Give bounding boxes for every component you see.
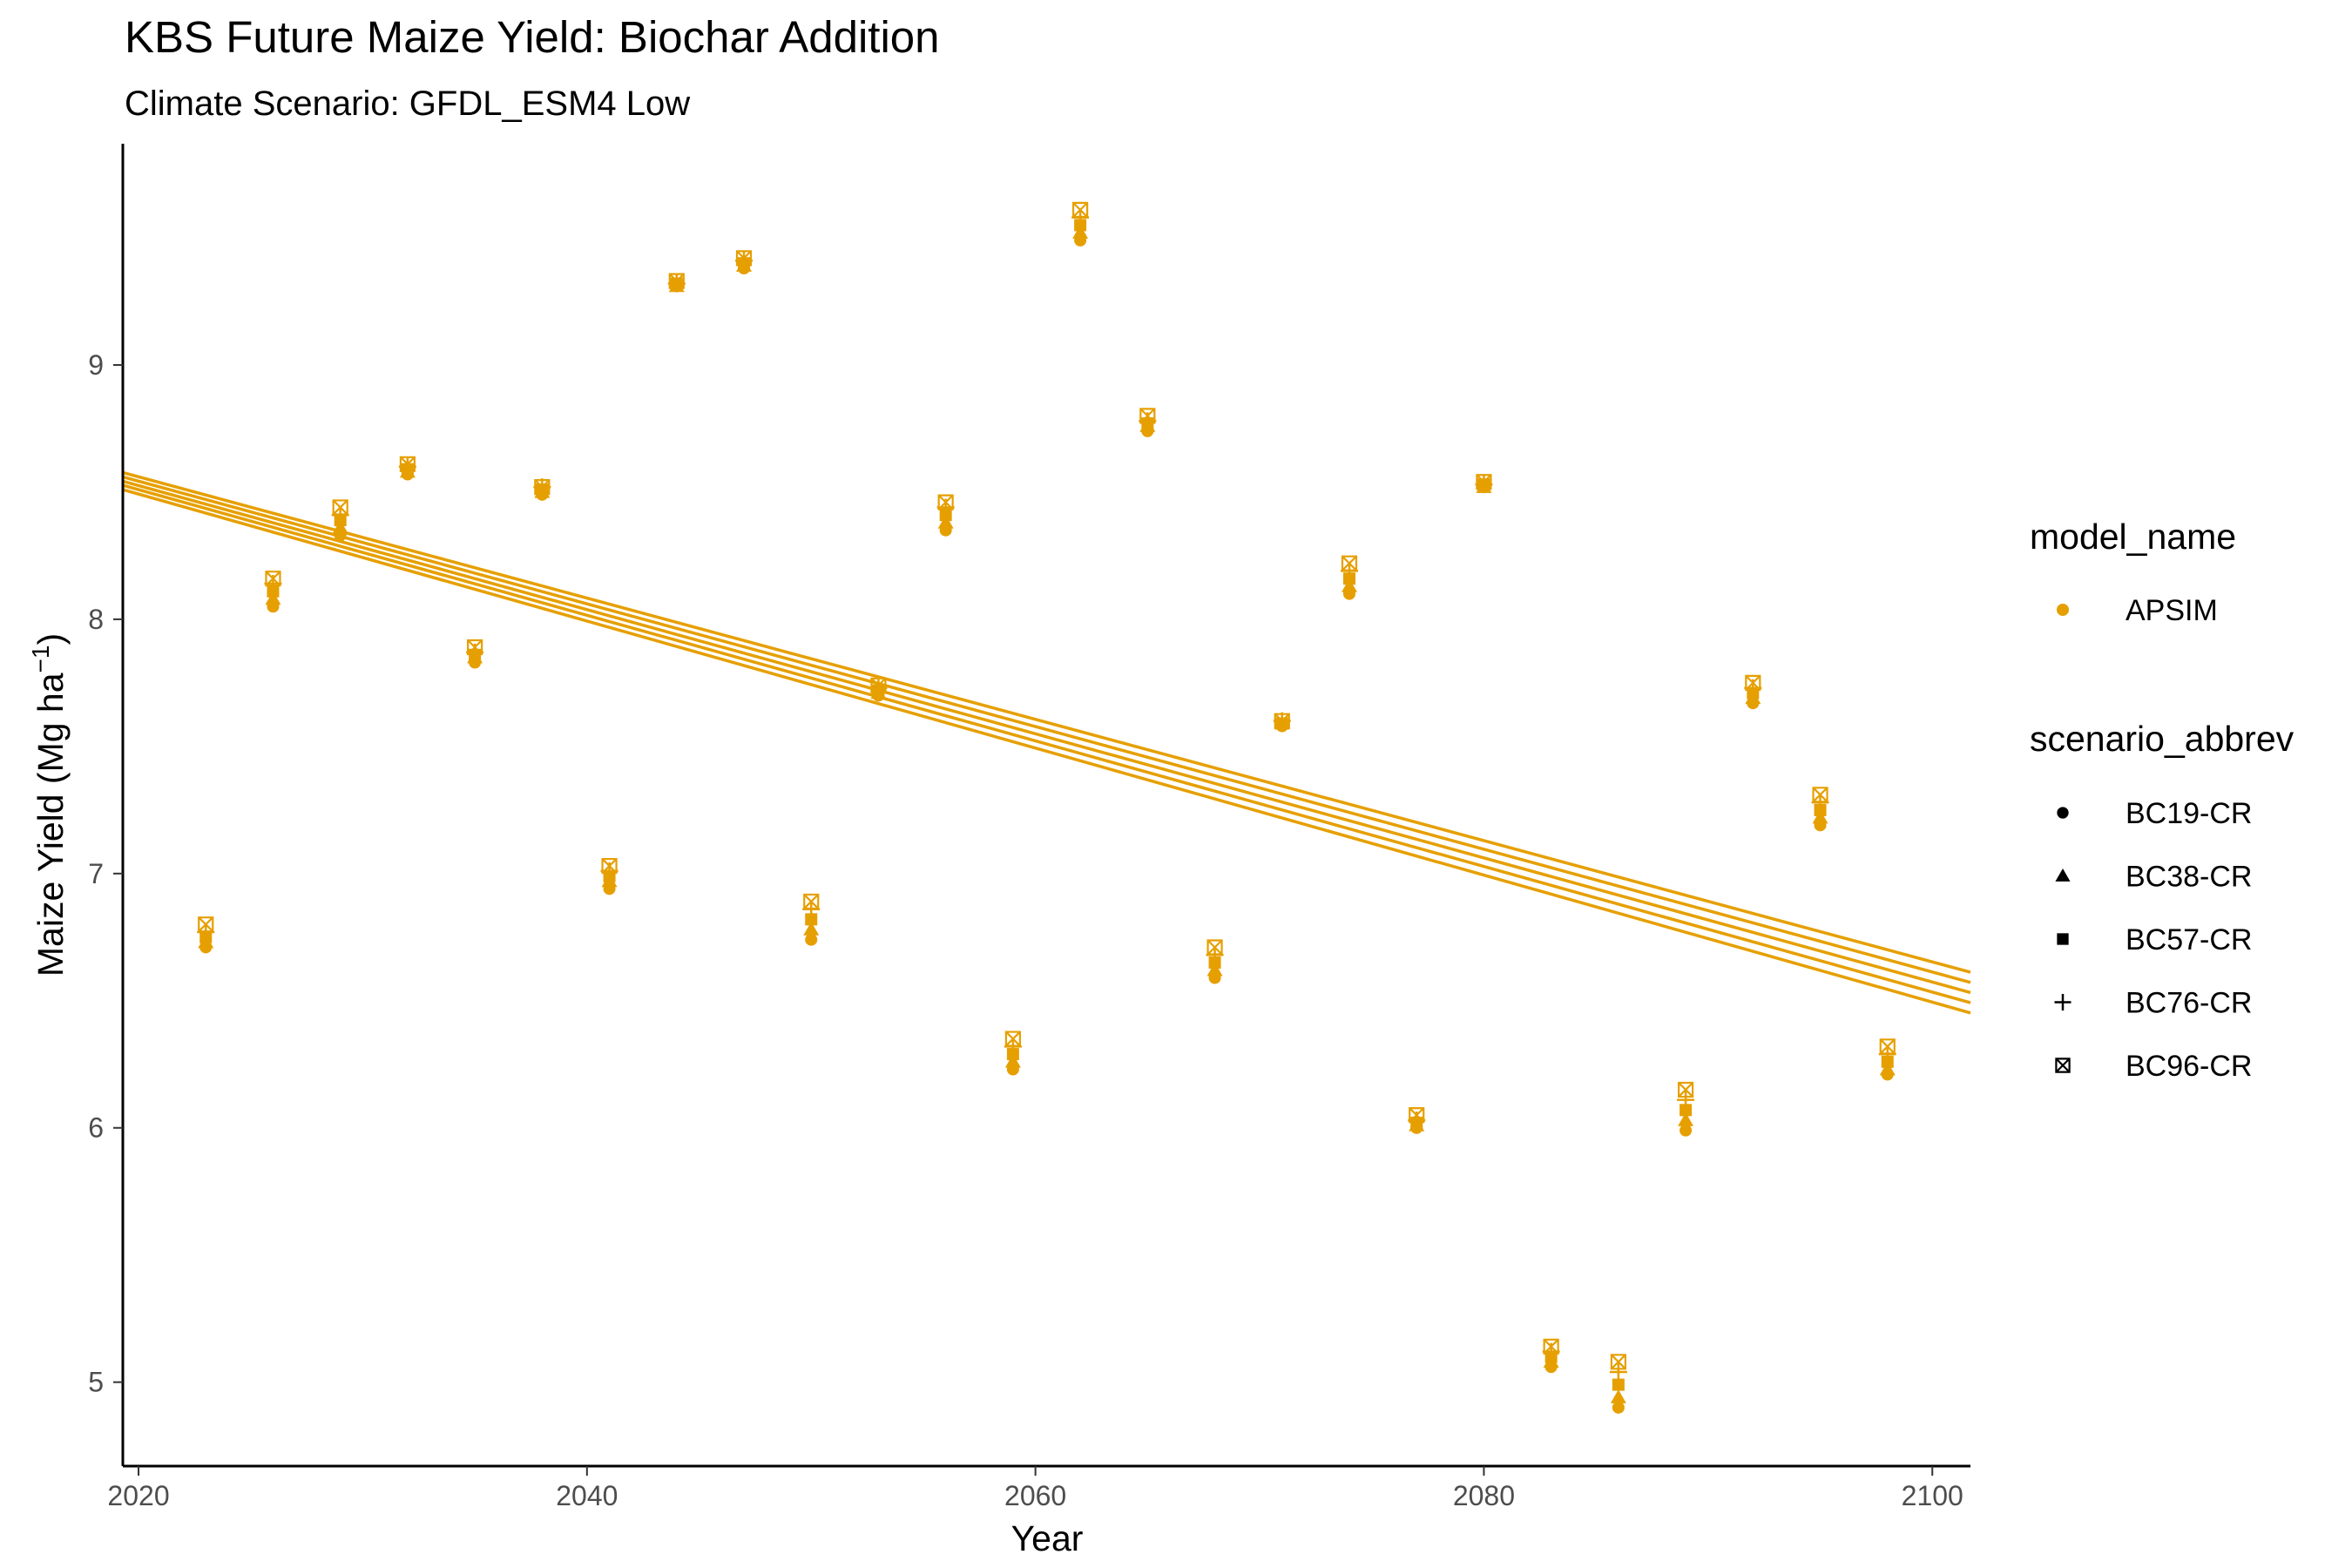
series-bc57-cr	[199, 219, 1894, 1391]
data-point	[869, 679, 888, 697]
legend-label: BC57-CR	[2126, 923, 2252, 956]
data-point	[1812, 787, 1828, 803]
data-point	[1004, 1053, 1021, 1068]
data-point	[1341, 555, 1358, 571]
series-bc96-cr	[198, 201, 1896, 1370]
y-tick-label: 7	[88, 858, 104, 889]
data-point	[198, 916, 214, 933]
plot-area	[122, 201, 1971, 1414]
data-point	[534, 478, 551, 496]
data-point	[735, 252, 754, 270]
data-point	[1812, 809, 1828, 824]
y-axis-title-sup: −1	[27, 645, 54, 673]
legend-key-bc19-cr	[2057, 807, 2069, 819]
legend-key-bc38-cr	[2055, 868, 2071, 882]
data-point	[1612, 1378, 1625, 1391]
data-point	[1678, 1081, 1694, 1098]
data-point	[805, 933, 818, 946]
data-point	[601, 857, 618, 875]
y-axis-title-main: Maize Yield (Mg ha	[30, 672, 71, 977]
legend: model_name APSIM scenario_abbrev BC19-CR…	[2030, 517, 2295, 1083]
data-point	[1612, 1401, 1625, 1414]
data-point	[398, 457, 416, 476]
data-point	[1004, 1031, 1021, 1047]
chart-title: KBS Future Maize Yield: Biochar Addition	[125, 12, 940, 62]
data-point	[1879, 1038, 1896, 1055]
data-point	[1680, 1124, 1693, 1137]
x-tick-label: 2040	[556, 1480, 618, 1511]
data-point	[265, 571, 281, 587]
data-point	[803, 922, 820, 936]
y-tick-label: 9	[88, 349, 104, 381]
data-point	[1206, 962, 1223, 977]
data-point	[1678, 1112, 1694, 1126]
x-tick-label: 2100	[1902, 1480, 1963, 1511]
trend-line-bc38-cr	[122, 483, 1971, 1004]
data-point	[1680, 1104, 1693, 1117]
data-point	[467, 639, 483, 656]
y-axis-ticks: 5 6 7 8 9	[88, 349, 123, 1398]
legend-key-bc76-cr	[2054, 994, 2072, 1010]
data-point	[1677, 1091, 1695, 1109]
data-point	[870, 677, 887, 693]
trend-line-bc19-cr	[122, 488, 1971, 1015]
data-point	[332, 519, 348, 534]
data-point	[1475, 476, 1493, 494]
legend-key-bc96-cr	[2055, 1058, 2071, 1073]
legend-label: BC96-CR	[2126, 1050, 2252, 1083]
y-axis-title-close: )	[30, 633, 71, 645]
data-point	[1274, 713, 1290, 729]
y-tick-label: 5	[88, 1367, 104, 1398]
legend-key-bc57-cr	[2057, 933, 2069, 945]
data-point	[1139, 408, 1156, 424]
y-axis-title: Maize Yield (Mg ha−1)	[27, 633, 71, 977]
data-point	[1206, 939, 1223, 956]
series-bc19-cr	[199, 233, 1894, 1414]
data-point	[1072, 225, 1089, 239]
data-point	[937, 514, 954, 529]
x-tick-label: 2080	[1453, 1480, 1515, 1511]
legend-label: APSIM	[2126, 594, 2218, 627]
data-point	[1745, 674, 1761, 691]
data-point	[1409, 1107, 1425, 1124]
data-point	[1879, 1061, 1896, 1076]
data-point	[1610, 1354, 1626, 1370]
legend-key-apsim	[2057, 604, 2069, 616]
legend-label: BC76-CR	[2126, 987, 2252, 1020]
trend-line-bc76-cr	[122, 475, 1971, 984]
data-point	[735, 250, 753, 267]
x-axis-ticks: 2020 2040 2060 2080 2100	[107, 1466, 1963, 1511]
trend-line-bc57-cr	[122, 479, 1971, 995]
data-point	[667, 274, 686, 293]
data-point	[668, 273, 685, 289]
data-point	[1543, 1338, 1559, 1355]
x-tick-label: 2060	[1004, 1480, 1066, 1511]
legend-color-items: APSIM	[2057, 594, 2218, 627]
data-point	[1072, 201, 1089, 218]
data-point	[937, 494, 954, 510]
trend-line-bc96-cr	[122, 470, 1971, 974]
y-tick-label: 6	[88, 1112, 104, 1144]
legend-shape-title: scenario_abbrev	[2030, 719, 2295, 759]
chart-subtitle: Climate Scenario: GFDL_ESM4 Low	[125, 84, 690, 123]
data-point	[1610, 1389, 1626, 1403]
legend-shape-items: BC19-CR BC38-CR BC57-CR BC76-CR BC96-CR	[2054, 797, 2252, 1083]
legend-label: BC19-CR	[2126, 797, 2252, 830]
data-point	[332, 499, 348, 516]
data-point	[1341, 578, 1357, 592]
data-point	[399, 456, 416, 472]
data-point	[803, 893, 820, 910]
x-tick-label: 2020	[107, 1480, 169, 1511]
x-axis-title: Year	[1011, 1518, 1084, 1558]
series-bc38-cr	[198, 225, 1896, 1403]
series-bc76-cr	[197, 208, 1896, 1381]
data-point	[1476, 474, 1492, 490]
legend-label: BC38-CR	[2126, 861, 2252, 894]
legend-color-title: model_name	[2030, 517, 2236, 557]
data-point	[805, 913, 818, 926]
data-point	[265, 591, 281, 605]
data-point	[1609, 1362, 1627, 1381]
y-tick-label: 8	[88, 604, 104, 635]
